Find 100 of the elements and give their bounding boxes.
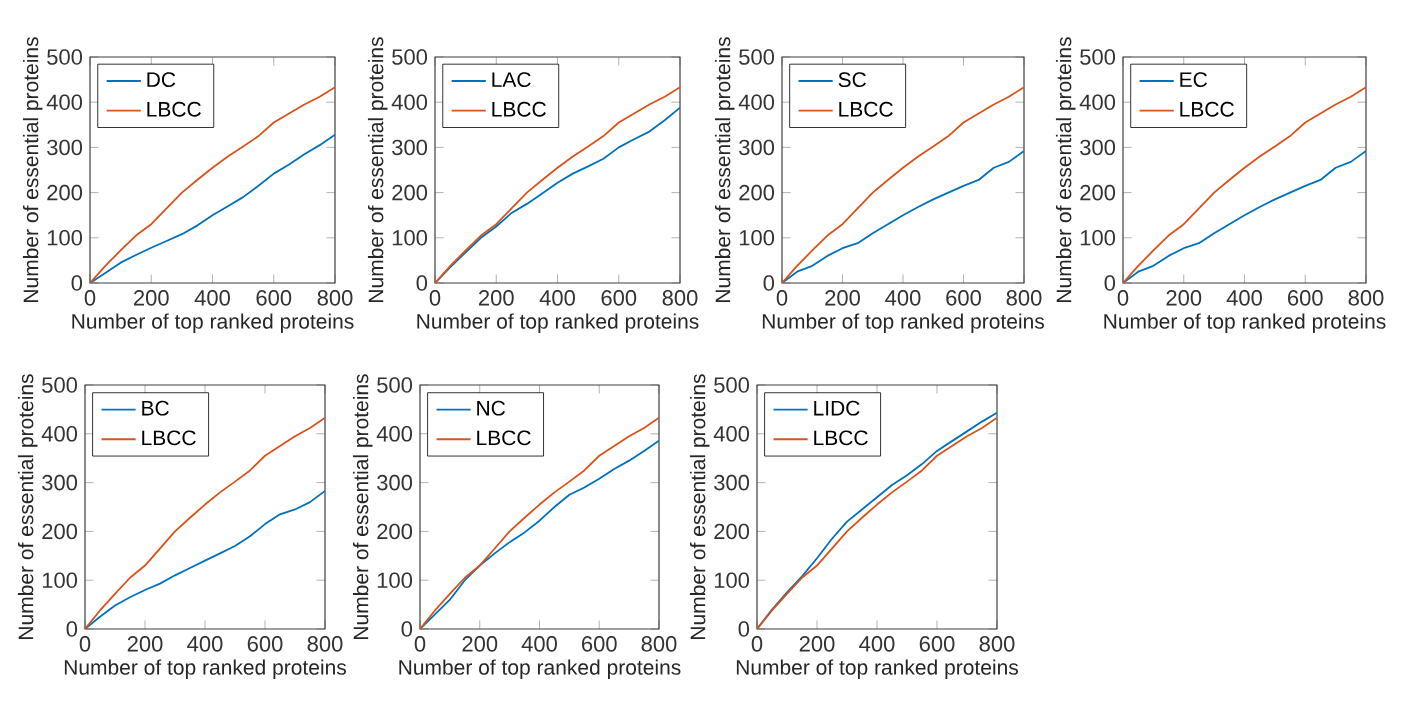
x-tick-label: 400 (187, 636, 223, 652)
legend-label: SC (838, 72, 866, 88)
legend-label: LAC (492, 72, 531, 88)
y-tick-label: 0 (416, 275, 428, 291)
y-tick-label: 400 (1079, 94, 1116, 110)
y-axis-title: Number of essential proteins (17, 374, 38, 639)
x-tick-label: 200 (462, 636, 498, 652)
y-tick-label: 300 (377, 474, 413, 491)
y-tick-label: 100 (42, 572, 78, 588)
y-tick-label: 200 (47, 184, 83, 201)
y-tick-label: 200 (392, 184, 428, 201)
y-tick-label: 0 (738, 621, 750, 637)
line-series (85, 490, 325, 629)
x-axis-title: Number of top ranked proteins (417, 313, 699, 333)
legend-label: NC (477, 400, 506, 416)
y-axis-title: Number of essential proteins (714, 37, 735, 302)
x-axis-title: Number of top ranked proteins (736, 659, 1018, 679)
legend-label: LBCC (839, 101, 893, 117)
x-tick-label: 0 (429, 290, 441, 306)
x-tick-label: 200 (479, 290, 514, 306)
y-tick-label: 300 (714, 474, 750, 491)
x-tick-label: 200 (799, 636, 835, 652)
legend-label: DC (147, 72, 176, 88)
y-tick-label: 300 (47, 139, 83, 156)
x-tick-label: 800 (641, 636, 677, 652)
y-tick-label: 200 (377, 523, 413, 540)
x-tick-label: 200 (1166, 290, 1202, 306)
y-tick-label: 200 (1080, 184, 1116, 201)
y-tick-label: 100 (1080, 230, 1116, 246)
y-axis-title: Number of essential proteins (1055, 37, 1076, 302)
x-tick-label: 400 (539, 290, 575, 306)
legend-label: LBCC (477, 430, 531, 446)
y-tick-label: 0 (763, 275, 775, 291)
x-tick-label: 800 (979, 636, 1015, 652)
y-axis-title: Number of essential proteins (367, 37, 388, 302)
y-tick-label: 200 (739, 184, 775, 201)
x-tick-label: 200 (134, 290, 169, 306)
y-tick-label: 500 (1080, 49, 1116, 65)
y-tick-label: 400 (391, 94, 428, 110)
y-tick-label: 400 (713, 426, 750, 442)
legend-label: BC (142, 400, 169, 416)
x-tick-label: 800 (1348, 290, 1384, 306)
y-tick-label: 100 (377, 572, 413, 588)
x-tick-label: 800 (307, 636, 343, 652)
x-tick-label: 400 (1226, 290, 1262, 306)
legend-label: LBCC (1180, 101, 1234, 117)
y-tick-label: 100 (739, 230, 775, 246)
x-tick-label: 200 (825, 290, 860, 306)
legend-label: LBCC (142, 430, 196, 446)
x-tick-label: 800 (1006, 290, 1042, 306)
y-tick-label: 400 (46, 94, 83, 110)
x-axis-title: Number of top ranked proteins (72, 313, 354, 333)
y-tick-label: 500 (377, 377, 413, 393)
y-tick-label: 0 (401, 621, 413, 637)
y-axis-title: Number of essential proteins (352, 374, 373, 639)
y-tick-label: 300 (739, 139, 775, 156)
y-tick-label: 500 (392, 49, 428, 65)
y-tick-label: 100 (392, 230, 428, 246)
x-axis-title: Number of top ranked proteins (1104, 313, 1386, 333)
x-tick-label: 400 (885, 290, 921, 306)
legend-label: LBCC (147, 101, 201, 117)
legend-label: EC (1180, 72, 1208, 88)
y-tick-label: 400 (376, 426, 413, 442)
line-series (782, 86, 1024, 283)
y-tick-label: 300 (392, 139, 428, 156)
x-tick-label: 600 (919, 636, 955, 652)
y-tick-label: 300 (42, 474, 78, 491)
x-tick-label: 600 (247, 636, 283, 652)
y-tick-label: 200 (42, 523, 78, 540)
legend-label: LIDC (814, 400, 860, 416)
y-tick-label: 500 (739, 49, 775, 65)
x-tick-label: 600 (256, 290, 292, 306)
x-tick-label: 400 (194, 290, 230, 306)
y-axis-title: Number of essential proteins (689, 374, 710, 639)
legend-label: LBCC (814, 430, 868, 446)
line-series (90, 133, 335, 283)
line-series (1123, 86, 1366, 283)
x-tick-label: 400 (521, 636, 557, 652)
y-tick-label: 500 (47, 49, 83, 65)
y-tick-label: 500 (714, 377, 750, 393)
x-tick-label: 800 (662, 290, 698, 306)
x-tick-label: 200 (127, 636, 163, 652)
y-tick-label: 200 (714, 523, 750, 540)
x-tick-label: 0 (1117, 290, 1129, 306)
y-tick-label: 0 (71, 275, 83, 291)
x-tick-label: 600 (1288, 290, 1323, 306)
legend-label: LBCC (492, 101, 546, 117)
x-tick-label: 800 (317, 290, 353, 306)
y-tick-label: 500 (42, 377, 78, 393)
y-tick-label: 400 (738, 94, 775, 110)
y-tick-label: 100 (714, 572, 750, 588)
x-axis-title: Number of top ranked proteins (399, 659, 681, 679)
x-tick-label: 0 (84, 290, 96, 306)
x-tick-label: 600 (582, 636, 617, 652)
y-tick-label: 0 (1104, 275, 1116, 291)
y-tick-label: 400 (41, 426, 78, 442)
x-axis-title: Number of top ranked proteins (762, 313, 1044, 333)
x-tick-label: 0 (776, 290, 788, 306)
line-series (1123, 150, 1366, 283)
line-series (90, 86, 335, 283)
